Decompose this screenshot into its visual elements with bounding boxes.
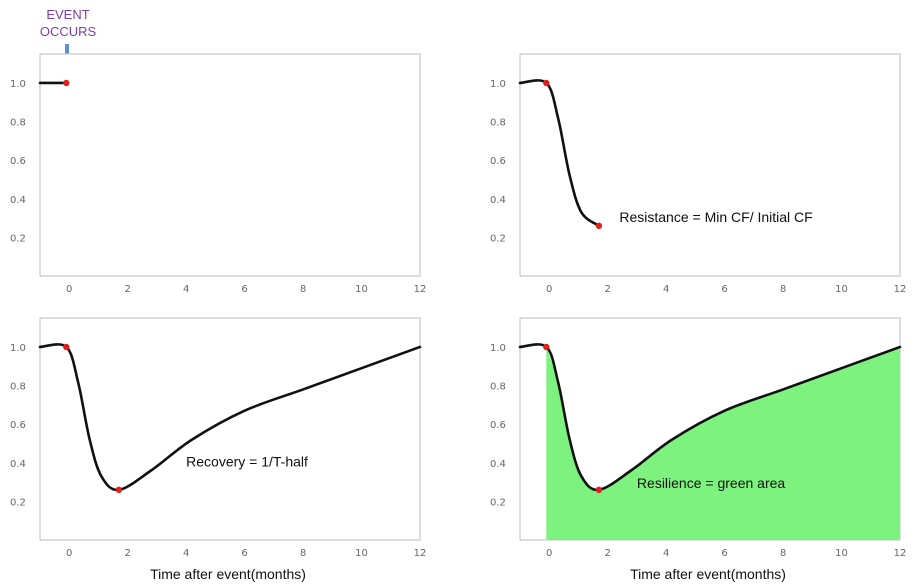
y-tick-label: 0.2 — [10, 233, 26, 244]
data-point-1 — [595, 486, 603, 494]
chart-svg-top-right: 1.0 0.8 0.6 0.4 0.2 0 2 4 6 8 10 12 Resistance = Min… — [490, 53, 907, 295]
x-tick-label: 6 — [721, 284, 727, 295]
x-tick-label: 4 — [663, 284, 669, 295]
x-tick-label: 6 — [241, 284, 247, 295]
plot-frame — [39, 317, 421, 541]
x-tick-label: 0 — [66, 284, 72, 295]
y-tick-label: 0.4 — [490, 195, 506, 206]
y-tick-label: 1.0 — [490, 79, 506, 90]
data-point-0 — [63, 343, 70, 351]
annotation-text: Resilience = green area — [637, 475, 785, 491]
annotation-text: Recovery = 1/T-half — [186, 454, 308, 470]
x-tick-label: 8 — [300, 284, 306, 295]
y-tick-label: 0.6 — [10, 156, 26, 167]
x-tick-label: 2 — [125, 548, 131, 559]
x-tick-label: 0 — [546, 284, 552, 295]
y-tick-label: 0.6 — [490, 156, 506, 167]
data-point-1 — [595, 222, 603, 230]
x-tick-label: 0 — [66, 548, 72, 559]
y-tick-label: 1.0 — [10, 343, 26, 354]
series-line — [518, 343, 902, 492]
chart-panel-top-left: 1.0 0.8 0.6 0.4 0.2 0 2 4 6 8 10 12 — [4, 40, 428, 300]
x-tick-label: 2 — [605, 548, 611, 559]
x-tick-label: 8 — [300, 548, 306, 559]
x-axis-caption-left: Time after event(months) — [150, 566, 306, 582]
event-label: EVENT OCCURS — [28, 6, 108, 40]
x-axis-caption-right: Time after event(months) — [630, 566, 786, 582]
data-point-0 — [543, 79, 550, 87]
x-tick-label: 2 — [125, 284, 131, 295]
x-tick-label: 8 — [780, 284, 786, 295]
y-tick-label: 1.0 — [490, 343, 506, 354]
y-tick-label: 0.4 — [490, 459, 506, 470]
x-tick-label: 2 — [605, 284, 611, 295]
x-tick-label: 8 — [780, 548, 786, 559]
x-tick-label: 4 — [663, 548, 669, 559]
x-tick-label: 10 — [835, 284, 848, 295]
y-tick-label: 0.8 — [10, 118, 26, 129]
x-tick-label: 12 — [894, 548, 907, 559]
y-tick-label: 0.2 — [10, 497, 26, 508]
chart-panel-bottom-left: 1.0 0.8 0.6 0.4 0.2 0 2 4 6 8 10 12 Recovery = 1/T-h… — [4, 304, 428, 564]
data-point-1 — [115, 486, 123, 494]
y-tick-label: 0.8 — [490, 382, 506, 393]
annotation-text: Resistance = Min CF/ Initial CF — [619, 209, 812, 225]
y-tick-label: 0.4 — [10, 195, 26, 206]
y-tick-label: 1.0 — [10, 79, 26, 90]
x-tick-label: 6 — [721, 548, 727, 559]
x-tick-label: 0 — [546, 548, 552, 559]
event-label-line1: EVENT — [46, 7, 90, 22]
x-tick-label: 10 — [355, 284, 368, 295]
x-tick-label: 12 — [414, 548, 427, 559]
y-tick-label: 0.6 — [10, 420, 26, 431]
data-point-0 — [543, 343, 550, 351]
chart-svg-bottom-left: 1.0 0.8 0.6 0.4 0.2 0 2 4 6 8 10 12 Recovery = 1/T-h… — [10, 317, 427, 559]
chart-svg-bottom-right: 1.0 0.8 0.6 0.4 0.2 0 2 4 6 8 10 12 Resilience = gre… — [490, 317, 907, 559]
x-tick-label: 6 — [241, 548, 247, 559]
y-tick-label: 0.2 — [490, 233, 506, 244]
x-tick-label: 10 — [835, 548, 848, 559]
x-tick-label: 4 — [183, 284, 189, 295]
plot-frame — [519, 53, 901, 277]
y-tick-label: 0.6 — [490, 420, 506, 431]
x-tick-label: 12 — [414, 284, 427, 295]
resilience-area — [546, 346, 900, 540]
y-tick-label: 0.8 — [10, 382, 26, 393]
data-point-0 — [63, 79, 70, 87]
chart-panel-bottom-right: 1.0 0.8 0.6 0.4 0.2 0 2 4 6 8 10 12 Resilience = gre… — [484, 304, 908, 564]
series-line — [38, 343, 422, 492]
y-tick-label: 0.2 — [490, 497, 506, 508]
y-tick-label: 0.4 — [10, 459, 26, 470]
chart-panel-top-right: 1.0 0.8 0.6 0.4 0.2 0 2 4 6 8 10 12 Resistance = Min… — [484, 40, 908, 300]
y-tick-label: 0.8 — [490, 118, 506, 129]
x-tick-label: 4 — [183, 548, 189, 559]
chart-svg-top-left: 1.0 0.8 0.6 0.4 0.2 0 2 4 6 8 10 12 — [10, 53, 427, 295]
event-label-line2: OCCURS — [39, 24, 97, 39]
x-tick-label: 10 — [355, 548, 368, 559]
x-tick-label: 12 — [894, 284, 907, 295]
plot-frame — [39, 53, 421, 277]
